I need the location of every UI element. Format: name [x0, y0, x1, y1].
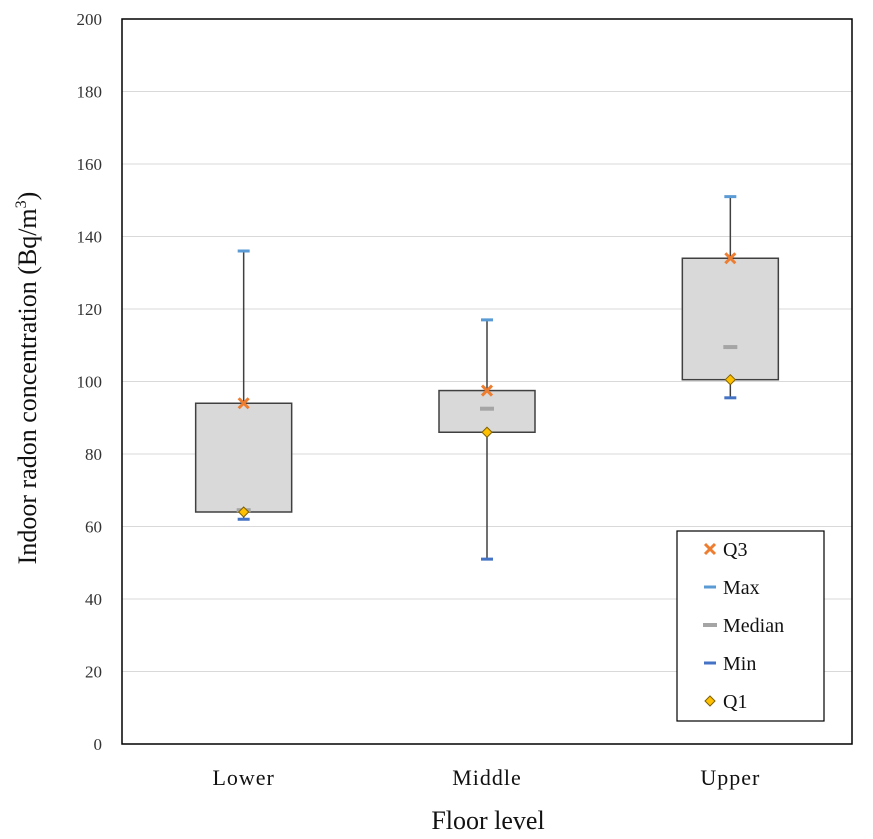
y-tick-label: 200 [77, 10, 103, 29]
legend-label: Q1 [723, 691, 747, 713]
x-category-labels: Lower Middle Upper [212, 765, 760, 790]
y-tick-label: 80 [85, 445, 102, 464]
y-tick-labels: 0 20 40 60 80 100 120 140 160 180 200 [77, 10, 103, 754]
y-axis-title: Indoor radon concentration (Bq/m3) [13, 192, 42, 565]
legend-label: Median [723, 615, 784, 637]
box-upper [681, 257, 780, 381]
x-category-label: Upper [700, 765, 760, 790]
y-tick-label: 140 [77, 228, 103, 247]
q3-stroke [480, 384, 494, 397]
y-tick-label: 20 [85, 663, 102, 682]
legend-q1-marker [704, 695, 716, 707]
y-tick-label: 100 [77, 373, 103, 392]
legend-item: Median [703, 615, 784, 637]
q3-marker [480, 384, 494, 397]
legend-label: Max [723, 577, 760, 599]
y-tick-label: 180 [77, 83, 103, 102]
legend-item: Q3 [703, 539, 747, 561]
x-category-label: Lower [212, 765, 274, 790]
y-axis-title-main: Indoor radon concentration (Bq/m [13, 208, 42, 564]
q3-stroke [237, 397, 250, 410]
plot-area-frame [121, 18, 853, 745]
legend: Q3 Max Median Min Q1 [676, 530, 825, 722]
y-tick-label: 160 [77, 155, 103, 174]
y-tick-label: 60 [85, 518, 102, 537]
y-axis-title-superscript: 3 [13, 200, 30, 208]
x-category-label: Middle [452, 765, 522, 790]
q1-marker [237, 506, 250, 518]
legend-frame [676, 530, 825, 722]
legend-item: Min [704, 653, 756, 675]
legend-item: Max [704, 577, 760, 599]
q3-marker [237, 397, 250, 410]
x-axis-title: Floor level [431, 806, 544, 835]
q1-marker [724, 373, 737, 386]
box-middle [438, 389, 536, 433]
whiskers [242, 196, 732, 560]
q3-marker [724, 252, 737, 265]
boxes [194, 257, 780, 513]
y-tick-label: 0 [94, 735, 103, 754]
q1-marker [481, 426, 493, 438]
legend-label: Q3 [723, 539, 747, 561]
markers [236, 195, 738, 561]
q3-stroke [724, 252, 737, 265]
legend-label: Min [723, 653, 756, 675]
y-axis-title-close: ) [13, 192, 42, 201]
y-tick-label: 120 [77, 300, 103, 319]
y-tick-label: 40 [85, 590, 102, 609]
legend-item: Q1 [704, 691, 747, 713]
box-lower [194, 402, 293, 513]
q3-stroke [703, 542, 717, 556]
legend-q3-marker [703, 542, 717, 556]
